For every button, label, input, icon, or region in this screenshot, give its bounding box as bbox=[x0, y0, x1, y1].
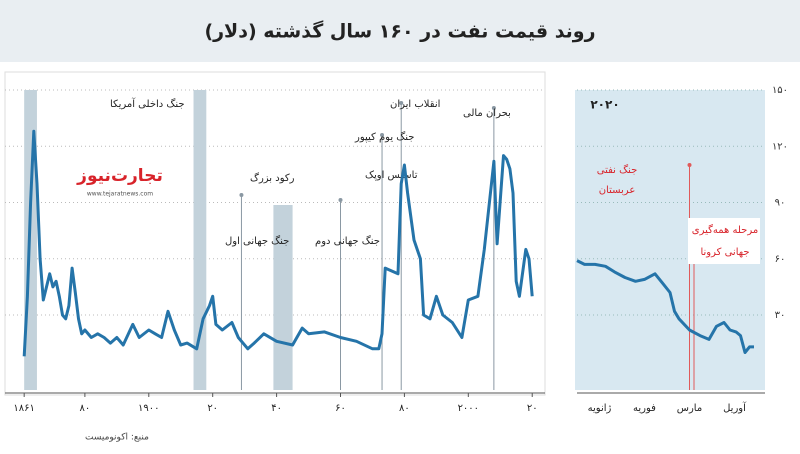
x-tick-label: ۴۰ bbox=[271, 403, 282, 414]
event-dot bbox=[399, 101, 404, 105]
x-tick-label: ۶۰ bbox=[335, 403, 346, 414]
y-tick-label: ۱۵۰ bbox=[772, 85, 788, 96]
price-line bbox=[576, 259, 754, 354]
x-tick-label: ۲۰ bbox=[207, 403, 218, 414]
logo-url: www.tejaratnews.com bbox=[87, 191, 153, 198]
event-dot bbox=[239, 193, 244, 197]
x-tick-label: ۲۰ bbox=[527, 403, 538, 414]
chart-title: روند قیمت نفت در ۱۶۰ سال گذشته (دلار) bbox=[204, 20, 595, 43]
x-tick-label: ۱۹۰۰ bbox=[138, 403, 159, 414]
annotation: انقلاب ایران bbox=[390, 99, 440, 110]
annotation: رکود بزرگ bbox=[250, 171, 295, 184]
annotation-box bbox=[688, 218, 760, 264]
annotation: جنگ جهانی اول bbox=[225, 235, 289, 247]
x-tick-label: آوریل bbox=[723, 401, 747, 414]
war-band bbox=[193, 90, 207, 390]
x-tick-label: فوریه bbox=[633, 403, 656, 414]
x-tick-label: ۲۰۰۰ bbox=[458, 403, 479, 414]
y-tick-label: ۹۰ bbox=[775, 198, 786, 209]
title-band bbox=[0, 0, 800, 62]
annotation: جنگ داخلی آمریکا bbox=[110, 97, 185, 110]
x-tick-label: ۸۰ bbox=[80, 403, 91, 414]
event-dot bbox=[380, 133, 385, 137]
y-tick-label: ۳۰ bbox=[775, 310, 786, 321]
x-tick-label: ۸۰ bbox=[399, 403, 410, 414]
annotation: جنگ نفتی bbox=[597, 164, 638, 176]
x-tick-label: ۱۸۶۱ bbox=[13, 403, 34, 414]
y-tick-label: ۱۲۰ bbox=[772, 141, 788, 152]
left-frame bbox=[4, 71, 546, 396]
logo: تجارت‌نیوز bbox=[76, 166, 163, 186]
annotation: جنگ جهانی دوم bbox=[315, 235, 380, 247]
annotation: تاسیس اوپک bbox=[365, 170, 418, 181]
subtitle: ۲۰۲۰ bbox=[590, 98, 619, 112]
y-tick-label: ۶۰ bbox=[775, 254, 786, 265]
annotation: جهانی کرونا bbox=[700, 247, 749, 258]
annotation: جنگ یوم کیپور bbox=[354, 131, 414, 143]
price-line bbox=[22, 129, 534, 357]
x-tick-label: ژانویه bbox=[588, 403, 612, 414]
annotation: مرحله همه‌گیری bbox=[692, 224, 758, 236]
annotation: عربستان bbox=[599, 185, 636, 196]
event-dot bbox=[491, 106, 496, 110]
event-dot bbox=[338, 198, 343, 202]
source: منبع: اکونومیست bbox=[85, 433, 149, 443]
x-tick-label: مارس bbox=[677, 403, 702, 414]
event-dot bbox=[687, 163, 692, 167]
war-band bbox=[273, 205, 293, 390]
annotation: بحران مالی bbox=[463, 108, 511, 119]
